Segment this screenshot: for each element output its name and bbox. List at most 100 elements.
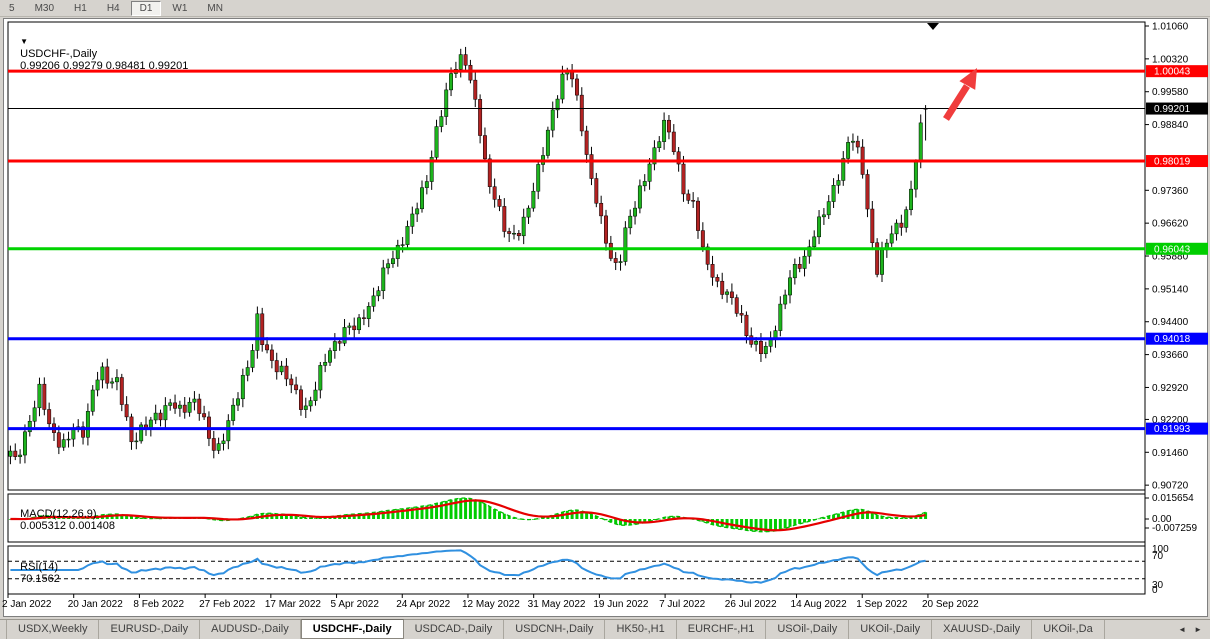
candle-body [468,64,473,81]
chart-dropdown-icon[interactable]: ▼ [20,37,29,46]
candle-body [216,443,221,451]
candle-body [221,440,226,444]
chart-tab-usdx-weekly[interactable]: USDX,Weekly [6,620,100,639]
macd-histogram-bar [895,517,899,519]
price-axis[interactable]: 1.01060 1.00320 0.99580 0.98840 0.97360 0.966… [1145,22,1208,597]
macd-histogram-bar [478,501,482,519]
macd-histogram-bar [614,519,618,524]
macd-histogram-bar [493,509,497,519]
candle-body [560,73,565,100]
macd-histogram-bar [652,519,656,521]
tab-scroll-left-icon[interactable]: ◄ [1178,625,1187,634]
candle-body [202,413,207,418]
date-label: 5 Apr 2022 [331,599,380,610]
macd-histogram-bar [313,518,317,519]
macd-histogram-bar [299,516,303,519]
candle-body [226,420,231,442]
macd-histogram-bar [129,516,133,519]
chart-tab-usdchf-daily[interactable]: USDCHF-,Daily [300,619,404,639]
candle-body [812,236,817,248]
candle-body [255,313,260,351]
date-label: 27 Feb 2022 [199,599,256,610]
candle-body [390,258,395,264]
candle-body [323,361,328,366]
macd-histogram-bar [589,514,593,519]
candle-body [347,325,352,328]
candle-body [696,200,700,231]
timeframe-button-h4[interactable]: H4 [106,2,120,14]
candle-body [555,98,560,111]
candle-body [342,327,347,344]
macd-histogram-bar [570,510,574,519]
candle-body [821,214,826,218]
candle-body [676,151,681,165]
macd-histogram-bar [899,517,903,519]
timeframe-button-h1[interactable]: H1 [74,2,87,14]
macd-histogram-bar [401,508,405,519]
candle-body [754,340,759,345]
candle-body [32,407,37,422]
macd-histogram-bar [483,503,487,519]
candle-body [691,200,696,202]
chart-tab-audusd-daily[interactable]: AUDUSD-,Daily [200,620,301,639]
date-axis[interactable]: 2 Jan 2022 20 Jan 2022 8 Feb 2022 27 Feb 20… [2,594,979,610]
chart-tab-eurusd-daily[interactable]: EURUSD-,Daily [99,620,201,639]
macd-histogram-bar [623,519,627,526]
candle-body [269,349,274,361]
chart-tab-eurchf-h1[interactable]: EURCHF-,H1 [677,620,767,639]
macd-histogram-bar [754,519,758,532]
macd-histogram-bar [294,515,298,519]
chart-tab-usdcnh-daily[interactable]: USDCNH-,Daily [504,620,606,639]
candle-body [497,199,502,207]
candle-body [381,267,386,291]
candle-body [681,163,686,195]
timeframe-button-d1[interactable]: D1 [130,0,162,16]
chart-tab-xauusd-daily[interactable]: XAUUSD-,Daily [932,620,1033,639]
candle-body [710,264,715,278]
chart-tab-ukoil-daily[interactable]: UKOil-,Daily [849,620,933,639]
candlestick-series[interactable] [8,46,928,465]
macd-histogram-bar [536,518,540,520]
chart-tab-usoil-daily[interactable]: USOil-,Daily [766,620,850,639]
price-tick-label: 0.91460 [1152,448,1189,459]
timeframe-button-5[interactable]: 5 [9,2,15,14]
macd-histogram-bar [405,508,409,519]
macd-axis-label: -0.007259 [1152,523,1197,534]
candle-body [492,186,497,200]
macd-histogram-bar [275,513,279,519]
candle-body [85,411,90,438]
trend-arrow-annotation[interactable] [943,68,977,121]
candle-body [313,389,318,401]
timeframe-button-m30[interactable]: M30 [34,2,55,14]
chart-tab-usdcad-daily[interactable]: USDCAD-,Daily [404,620,505,639]
candle-body [231,404,236,421]
macd-histogram-bar [497,511,501,519]
timeframe-button-w1[interactable]: W1 [172,2,188,14]
macd-histogram-bar [154,518,158,520]
timeframe-button-mn[interactable]: MN [207,2,223,14]
macd-axis-label: 0.00 [1152,514,1172,525]
price-tick-label: 0.95140 [1152,284,1189,295]
macd-histogram-bar [435,503,439,519]
tab-scroll-right-icon[interactable]: ► [1194,625,1202,634]
chart-tab-hk50-h1[interactable]: HK50-,H1 [605,620,677,639]
macd-histogram-bar [672,516,676,519]
macd-values: 0.005312 0.001408 [20,520,115,532]
candle-body [899,222,904,228]
date-label: 12 May 2022 [462,599,520,610]
macd-histogram-bar [594,516,598,519]
candle-body [357,317,362,331]
macd-histogram-bar [817,518,821,520]
macd-histogram-bar [832,514,836,519]
price-badge-0.96043 [1146,242,1208,255]
price-badge-0.98019 [1146,155,1208,168]
price-tick-label: 0.96620 [1152,219,1189,230]
chart-header: ▼ USDCHF-,Daily 0.99206 0.99279 0.98481 … [14,24,188,72]
macd-histogram-bar [783,519,787,529]
macd-histogram-bar [580,511,584,519]
candle-body [783,294,788,305]
rsi-panel[interactable] [7,545,1146,595]
chart-tab-ukoil-da[interactable]: UKOil-,Da [1032,620,1105,639]
candle-body [395,244,400,259]
